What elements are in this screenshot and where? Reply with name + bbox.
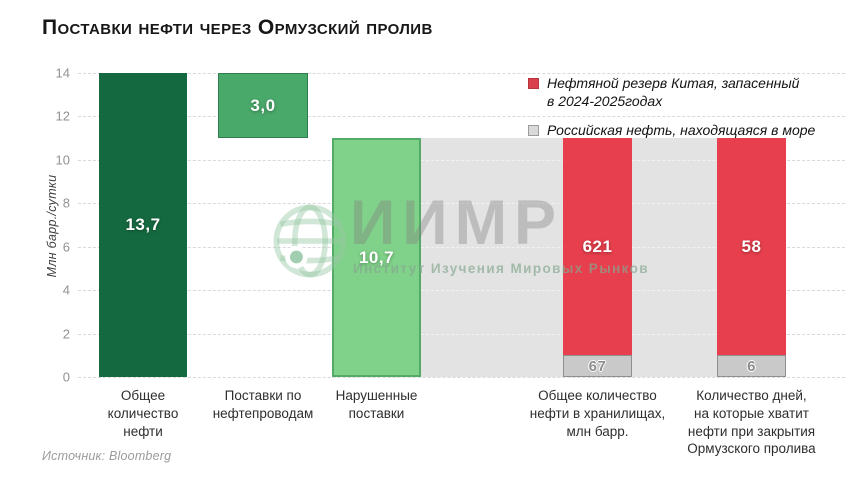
- bar-segment: 3,0: [218, 73, 308, 139]
- chart-title: Поставки нефти через Ормузский пролив: [42, 16, 433, 39]
- bar-segment: 10,7: [332, 138, 421, 377]
- gridline: [78, 116, 845, 118]
- bar-segment: 67: [563, 355, 632, 377]
- y-tick-label: 6: [62, 239, 70, 255]
- y-tick-label: 10: [55, 152, 70, 168]
- bar-value-label: 58: [741, 236, 762, 256]
- y-axis-ticks: 0 2 4 6 8 10 12 14: [0, 66, 70, 385]
- legend: Нефтяной резерв Китая, запасенный в 2024…: [528, 74, 815, 151]
- y-tick-label: 0: [62, 369, 70, 385]
- x-category-label: Нарушенные поставки: [335, 388, 418, 421]
- y-tick-label: 14: [55, 65, 70, 81]
- legend-label: Нефтяной резерв Китая, запасенный в 2024…: [547, 75, 800, 110]
- legend-marker: [528, 125, 539, 137]
- bar-value-label: 13,7: [125, 215, 161, 234]
- bar-value-label: 3,0: [250, 95, 276, 115]
- bar-value-label: 621: [582, 236, 613, 256]
- bar-segment: 6: [717, 355, 786, 377]
- plot-area: 13,7 Общее количество нефти 3,0 Поставки по…: [78, 73, 845, 456]
- bar-segment: 58: [717, 138, 786, 356]
- gridline: [78, 73, 845, 74]
- y-tick-label: 4: [62, 282, 70, 298]
- legend-marker: [528, 78, 539, 89]
- legend-item: Нефтяной резерв Китая, запасенный в 2024…: [528, 74, 815, 110]
- y-tick-label: 2: [62, 326, 70, 342]
- x-category-label: Количество дней, на которые хватит нефти…: [687, 388, 816, 457]
- bar-segment: 621: [563, 138, 632, 356]
- x-category-label: Общее количество нефти в хранилищах, млн…: [529, 388, 666, 439]
- bar-segment: 13,7: [99, 73, 187, 377]
- y-tick-label: 12: [55, 108, 70, 124]
- x-category-label: Общее количество нефти: [107, 388, 179, 439]
- legend-item: Российская нефть, находящаяся в море: [528, 121, 815, 139]
- bar-value-label: 6: [747, 357, 756, 375]
- bar-value-label: 67: [588, 357, 607, 375]
- gridline: [78, 377, 845, 378]
- bar-value-label: 10,7: [358, 247, 395, 267]
- x-category-label: Поставки по нефтепроводам: [212, 388, 314, 421]
- y-tick-label: 8: [62, 195, 70, 211]
- source-note: Источник: Bloomberg: [42, 449, 172, 463]
- legend-label: Российская нефть, находящаяся в море: [547, 122, 816, 139]
